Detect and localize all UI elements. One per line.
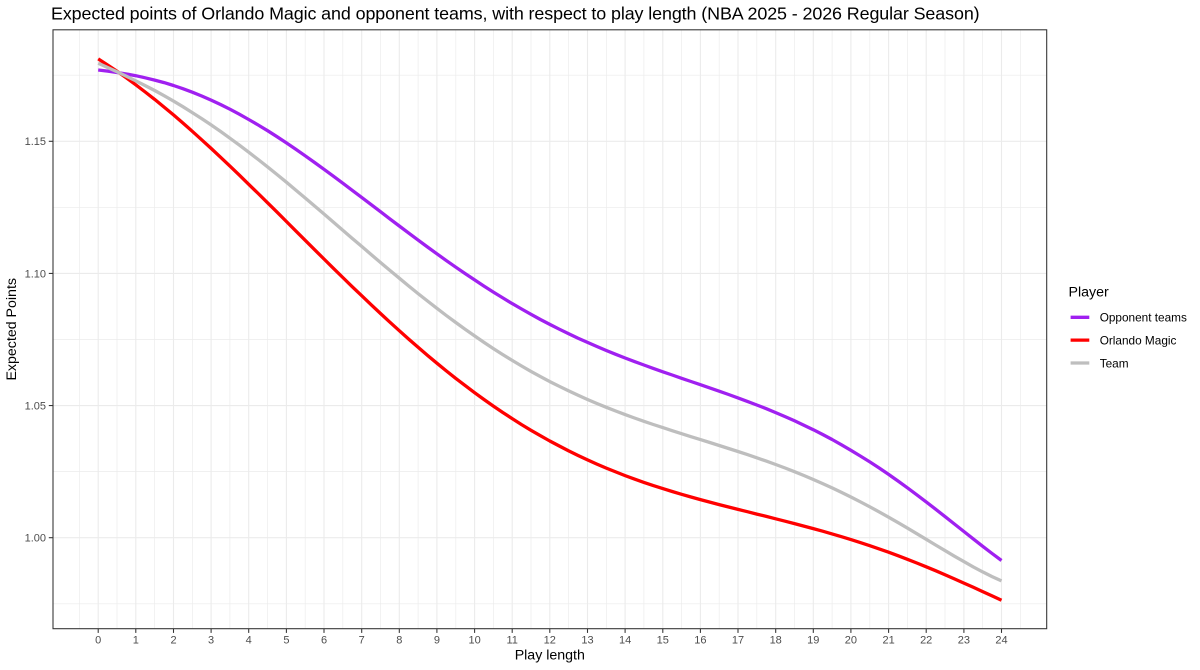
svg-text:13: 13 xyxy=(581,635,593,647)
svg-text:23: 23 xyxy=(958,635,970,647)
svg-text:18: 18 xyxy=(770,635,782,647)
svg-text:9: 9 xyxy=(434,635,440,647)
svg-text:22: 22 xyxy=(920,635,932,647)
svg-text:1.15: 1.15 xyxy=(25,136,46,148)
svg-text:2: 2 xyxy=(170,635,176,647)
svg-text:24: 24 xyxy=(995,635,1007,647)
svg-text:Play length: Play length xyxy=(515,648,585,664)
svg-text:12: 12 xyxy=(544,635,556,647)
svg-text:21: 21 xyxy=(882,635,894,647)
svg-text:15: 15 xyxy=(657,635,669,647)
svg-text:19: 19 xyxy=(807,635,819,647)
svg-text:17: 17 xyxy=(732,635,744,647)
svg-text:11: 11 xyxy=(506,635,517,647)
svg-text:4: 4 xyxy=(246,635,252,647)
svg-text:16: 16 xyxy=(694,635,706,647)
svg-text:14: 14 xyxy=(619,635,631,647)
svg-text:6: 6 xyxy=(321,635,327,647)
svg-text:8: 8 xyxy=(396,635,402,647)
svg-text:1.05: 1.05 xyxy=(25,401,46,413)
svg-text:0: 0 xyxy=(95,635,101,647)
svg-text:Expected Points: Expected Points xyxy=(4,278,20,381)
svg-text:Opponent teams: Opponent teams xyxy=(1100,311,1187,325)
svg-text:1.00: 1.00 xyxy=(25,533,46,545)
svg-text:10: 10 xyxy=(468,635,480,647)
svg-text:Player: Player xyxy=(1069,284,1109,300)
svg-text:20: 20 xyxy=(845,635,857,647)
svg-text:Team: Team xyxy=(1100,356,1129,370)
svg-text:Orlando Magic: Orlando Magic xyxy=(1100,333,1177,347)
svg-text:1.10: 1.10 xyxy=(25,268,46,280)
svg-text:5: 5 xyxy=(283,635,289,647)
svg-text:1: 1 xyxy=(133,635,139,647)
svg-text:3: 3 xyxy=(208,635,214,647)
svg-text:7: 7 xyxy=(359,635,365,647)
svg-text:Expected points of Orlando Mag: Expected points of Orlando Magic and opp… xyxy=(51,4,980,24)
